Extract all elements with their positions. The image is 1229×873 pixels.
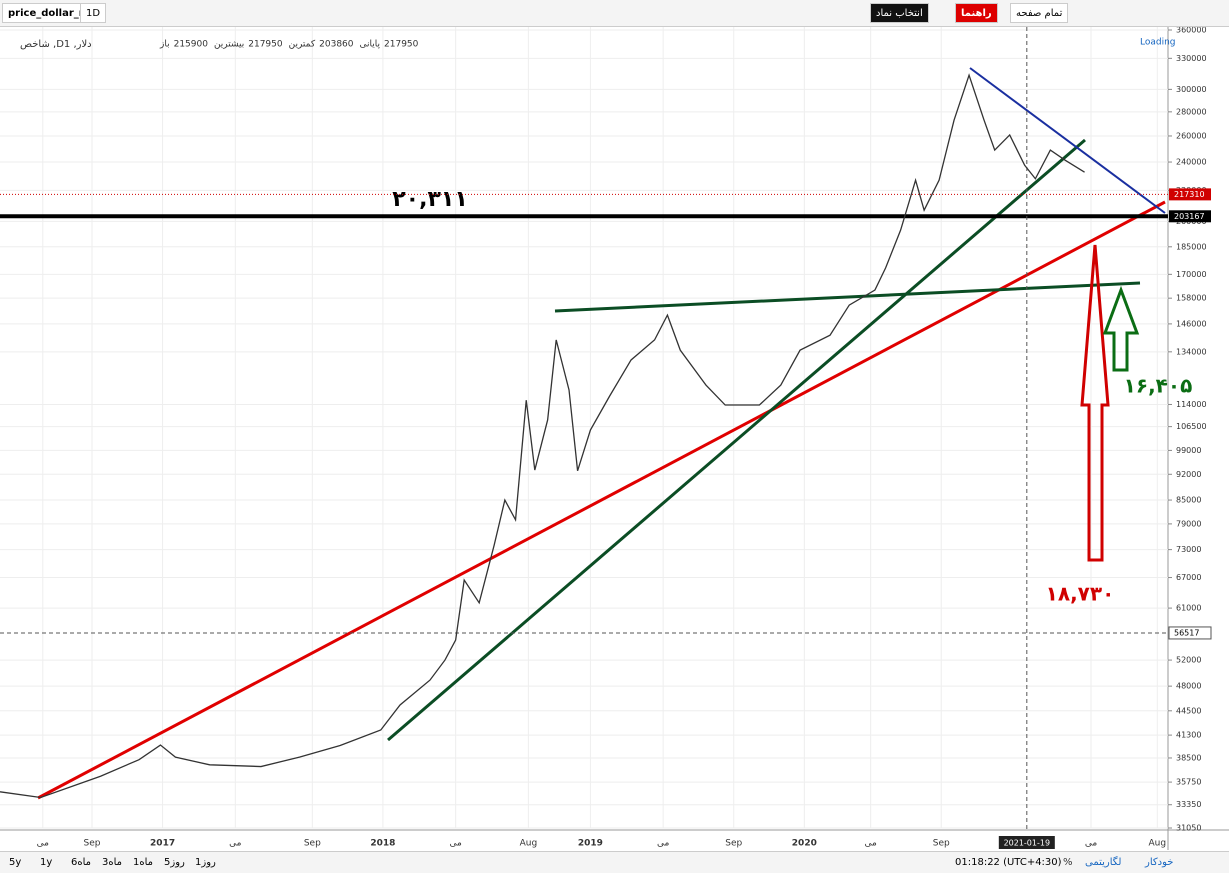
y-tick-label: 280000 bbox=[1176, 107, 1207, 116]
x-tick-label: می bbox=[864, 839, 877, 849]
fullscreen[interactable]: تمام صفحه bbox=[1010, 3, 1069, 23]
clock: 01:18:22 (UTC+4:30) bbox=[955, 857, 1062, 868]
x-tick-label: می bbox=[657, 839, 670, 849]
x-tick-label: Aug bbox=[520, 839, 538, 849]
y-tick-label: 48000 bbox=[1176, 682, 1201, 691]
y-tick-label: 38500 bbox=[1176, 753, 1201, 762]
y-tick-label: 146000 bbox=[1176, 319, 1207, 328]
range-button[interactable]: 1ماه bbox=[133, 857, 154, 868]
toolbar: price_dollar_rl 1D انتخاب نماد راهنما تم… bbox=[0, 0, 1229, 27]
x-tick-label: 2018 bbox=[370, 839, 395, 849]
range-button[interactable]: 5y bbox=[9, 857, 22, 868]
ohlc-label: پایانی bbox=[360, 40, 381, 50]
x-tick-label: Sep bbox=[725, 839, 742, 849]
y-tick-label: 67000 bbox=[1176, 573, 1201, 582]
symbol-select[interactable]: انتخاب نماد bbox=[870, 3, 929, 23]
trend-line bbox=[387, 138, 1086, 742]
y-tick-label: 185000 bbox=[1176, 242, 1207, 251]
y-tick-label: 158000 bbox=[1176, 294, 1207, 303]
range-button[interactable]: 1y bbox=[40, 857, 53, 868]
price-line-series bbox=[0, 73, 1085, 799]
price-label-box bbox=[1169, 188, 1211, 201]
x-tick-label: می bbox=[37, 839, 50, 849]
y-tick-label: 33350 bbox=[1176, 800, 1201, 809]
ohlc-value: 215900 bbox=[174, 40, 209, 50]
range-button[interactable]: 3ماه bbox=[102, 857, 123, 868]
y-tick-label: 79000 bbox=[1176, 519, 1201, 528]
x-tick-label: 2017 bbox=[150, 839, 175, 849]
x-tick-label: Sep bbox=[304, 839, 321, 849]
x-tick-label: می bbox=[1085, 839, 1098, 849]
y-tick-label: 114000 bbox=[1176, 400, 1207, 409]
legend-title: شاخص ,Dدلار, 1 bbox=[20, 39, 92, 50]
crosshair-label-box bbox=[998, 836, 1055, 849]
price-label: 203167 bbox=[1174, 212, 1205, 221]
axis-option[interactable]: لگاریتمی bbox=[1085, 857, 1122, 868]
y-tick-label: 44500 bbox=[1176, 706, 1201, 715]
interval[interactable]: 1D bbox=[80, 3, 107, 23]
price-label: 56517 bbox=[1174, 628, 1199, 637]
y-tick-label: 170000 bbox=[1176, 270, 1207, 279]
ohlc-value: 203860 bbox=[319, 40, 354, 50]
chart: ۲۰,۳۱۱ ۱۸,۷۳۰ ۱۶,۴۰۵ شاخص ,Dدلار, 1 Load… bbox=[0, 27, 1229, 851]
ohlc-label: باز bbox=[159, 40, 170, 50]
range-button[interactable]: 5روز bbox=[164, 857, 185, 868]
y-tick-label: 99000 bbox=[1176, 446, 1201, 455]
x-tick-label: می bbox=[449, 839, 462, 849]
price-axis bbox=[1168, 27, 1229, 851]
x-tick-label: Sep bbox=[933, 839, 950, 849]
ohlc-label: بیشترین bbox=[214, 40, 244, 50]
range-button[interactable]: 1روز bbox=[195, 857, 216, 868]
annotation: ۱۶,۴۰۵ bbox=[1124, 374, 1193, 398]
y-tick-label: 330000 bbox=[1176, 54, 1207, 63]
y-tick-label: 106500 bbox=[1176, 422, 1207, 431]
y-tick-label: 92000 bbox=[1176, 470, 1201, 479]
arrow-up bbox=[1080, 244, 1110, 562]
range-button[interactable]: 6ماه bbox=[71, 857, 92, 868]
trend-line bbox=[554, 281, 1141, 313]
x-tick-label: Aug bbox=[1149, 839, 1167, 849]
help[interactable]: راهنما bbox=[955, 3, 998, 23]
y-tick-label: 300000 bbox=[1176, 85, 1207, 94]
annotation: ۲۰,۳۱۱ bbox=[392, 187, 468, 212]
x-tick-label: می bbox=[229, 839, 242, 849]
price-label-box bbox=[1169, 210, 1211, 223]
ohlc-value: 217950 bbox=[384, 40, 419, 50]
y-tick-label: 134000 bbox=[1176, 347, 1207, 356]
y-tick-label: 360000 bbox=[1176, 27, 1207, 35]
x-tick-label: 2019 bbox=[578, 839, 603, 849]
ohlc-value: 217950 bbox=[248, 40, 283, 50]
y-tick-label: 35750 bbox=[1176, 778, 1201, 787]
axis-option[interactable]: % bbox=[1063, 857, 1073, 868]
bottom-bar: 5y 1y 6ماه 3ماه 1ماه 5روز 1روز 01:18:22 (UTC+4:… bbox=[0, 851, 1229, 873]
y-tick-label: 61000 bbox=[1176, 604, 1201, 613]
y-tick-label: 52000 bbox=[1176, 656, 1201, 665]
trend-line bbox=[37, 200, 1166, 800]
y-tick-label: 240000 bbox=[1176, 158, 1207, 167]
y-tick-label: 85000 bbox=[1176, 496, 1201, 505]
y-tick-label: 31050 bbox=[1176, 824, 1201, 833]
ohlc-label: کمترین bbox=[289, 40, 316, 50]
x-tick-label: 2020 bbox=[792, 839, 817, 849]
price-label: 217310 bbox=[1174, 190, 1205, 199]
price-label-box bbox=[1168, 626, 1212, 640]
axis-option[interactable]: خودکار bbox=[1145, 857, 1174, 868]
y-tick-label: 73000 bbox=[1176, 545, 1201, 554]
y-tick-label: 41300 bbox=[1176, 731, 1201, 740]
crosshair-label: 2021-01-19 bbox=[1004, 839, 1051, 848]
annotation: ۱۸,۷۳۰ bbox=[1046, 582, 1115, 606]
y-tick-label: 260000 bbox=[1176, 131, 1207, 140]
x-tick-label: Sep bbox=[84, 839, 101, 849]
trend-line bbox=[969, 67, 1166, 214]
arrow-up bbox=[1102, 285, 1140, 372]
status: Loading bbox=[1140, 38, 1176, 48]
